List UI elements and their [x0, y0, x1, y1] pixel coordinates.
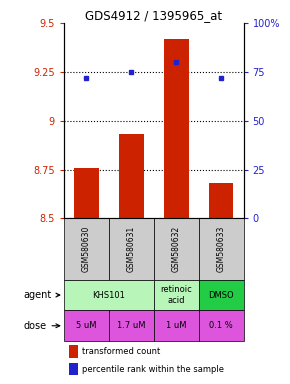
Bar [64, 310, 109, 341]
Bar [69, 345, 78, 358]
Text: 0.1 %: 0.1 % [209, 321, 233, 330]
Bar [74, 167, 99, 218]
Bar [109, 218, 154, 280]
Bar [199, 218, 244, 280]
Bar [199, 280, 244, 310]
Text: GSM580631: GSM580631 [127, 226, 136, 272]
Text: agent: agent [23, 290, 60, 300]
Text: GSM580632: GSM580632 [172, 226, 181, 272]
Bar [209, 183, 233, 218]
Text: DMSO: DMSO [208, 291, 234, 300]
Bar [164, 39, 189, 218]
Text: 1 uM: 1 uM [166, 321, 186, 330]
Bar [64, 218, 109, 280]
Bar [69, 363, 78, 376]
Text: transformed count: transformed count [82, 347, 160, 356]
Text: 1.7 uM: 1.7 uM [117, 321, 146, 330]
Bar [199, 310, 244, 341]
Bar [154, 218, 199, 280]
Bar [154, 280, 199, 310]
Text: retinoic
acid: retinoic acid [160, 285, 192, 305]
Bar [119, 134, 144, 218]
Bar [154, 310, 199, 341]
Bar [64, 280, 154, 310]
Text: GSM580630: GSM580630 [82, 226, 91, 272]
Text: 5 uM: 5 uM [76, 321, 97, 330]
Text: dose: dose [23, 321, 60, 331]
Text: GSM580633: GSM580633 [217, 226, 226, 272]
Bar [109, 310, 154, 341]
Title: GDS4912 / 1395965_at: GDS4912 / 1395965_at [85, 9, 222, 22]
Text: KHS101: KHS101 [92, 291, 125, 300]
Text: percentile rank within the sample: percentile rank within the sample [82, 365, 224, 374]
